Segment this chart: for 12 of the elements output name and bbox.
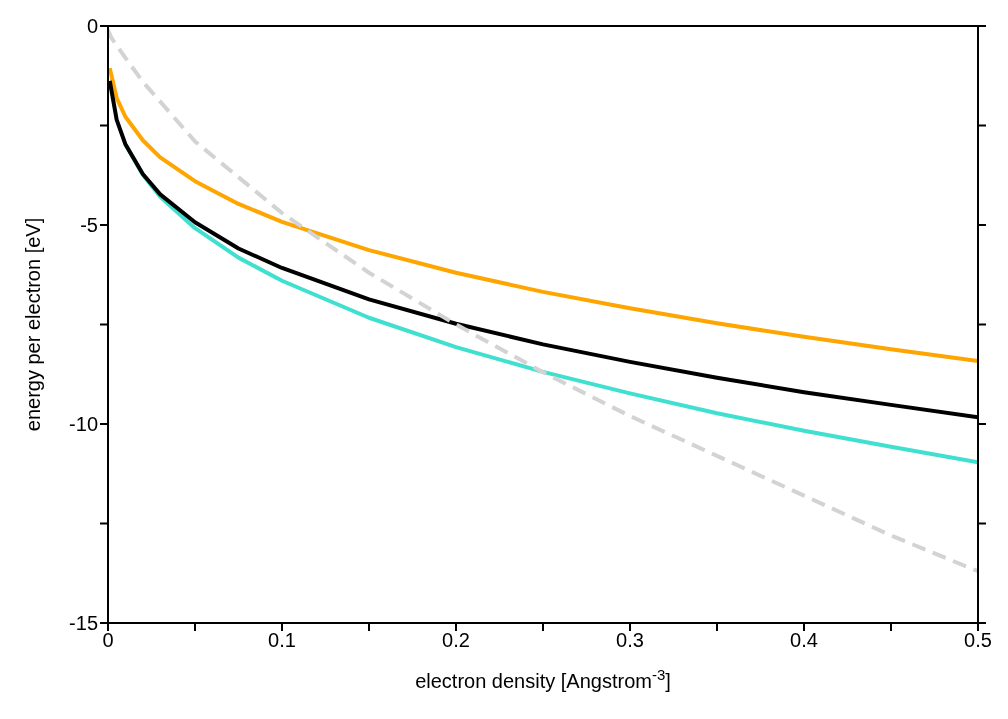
y-tick-label: -5 (80, 214, 98, 237)
x-tick-label: 0.3 (616, 629, 644, 652)
x-axis-title: electron density [Angstrom$^{-3}$] (415, 665, 671, 692)
y-tick-label: 0 (86, 15, 98, 38)
y-axis-title: energy per electron [eV] (22, 217, 44, 432)
x-tick-label: 0.5 (964, 629, 992, 652)
y-tick-label: -15 (69, 612, 98, 635)
x-tick-label: 0.2 (442, 629, 470, 652)
x-tick-label: 0.4 (790, 629, 818, 652)
x-tick-label: 0 (102, 629, 114, 652)
y-tick-label: -10 (69, 413, 98, 436)
x-tick-label: 0.1 (268, 629, 296, 652)
